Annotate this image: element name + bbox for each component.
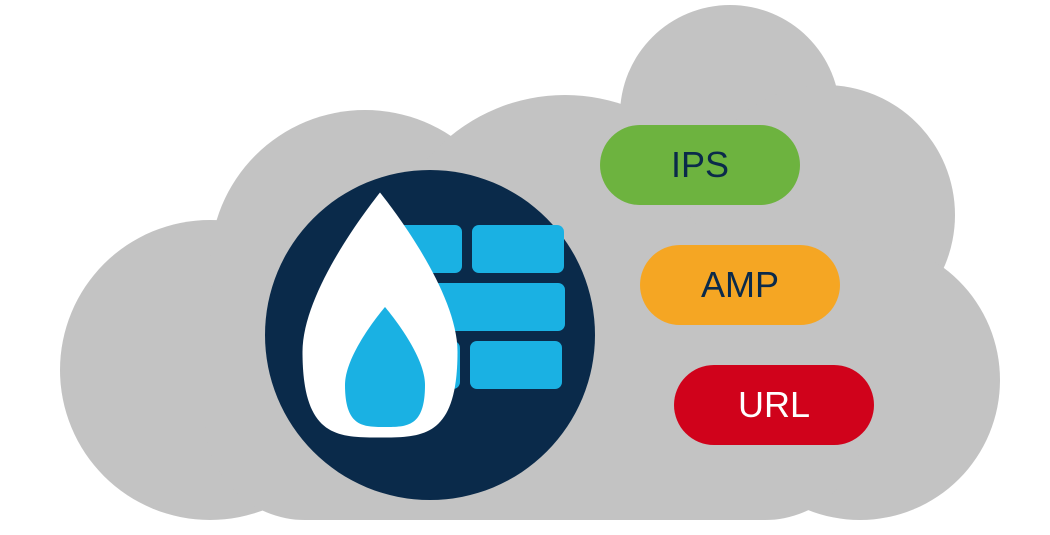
- firewall-circle-icon: [265, 170, 595, 500]
- brick-icon: [470, 341, 562, 389]
- firewall-icon: [265, 170, 595, 500]
- amp-pill-label: AMP: [701, 264, 779, 306]
- ips-pill-label: IPS: [671, 144, 729, 186]
- amp-pill: AMP: [640, 245, 840, 325]
- brick-icon: [472, 225, 564, 273]
- url-pill: URL: [674, 365, 874, 445]
- url-pill-label: URL: [738, 384, 810, 426]
- infographic-canvas: IPS AMP URL: [10, 10, 1040, 525]
- ips-pill: IPS: [600, 125, 800, 205]
